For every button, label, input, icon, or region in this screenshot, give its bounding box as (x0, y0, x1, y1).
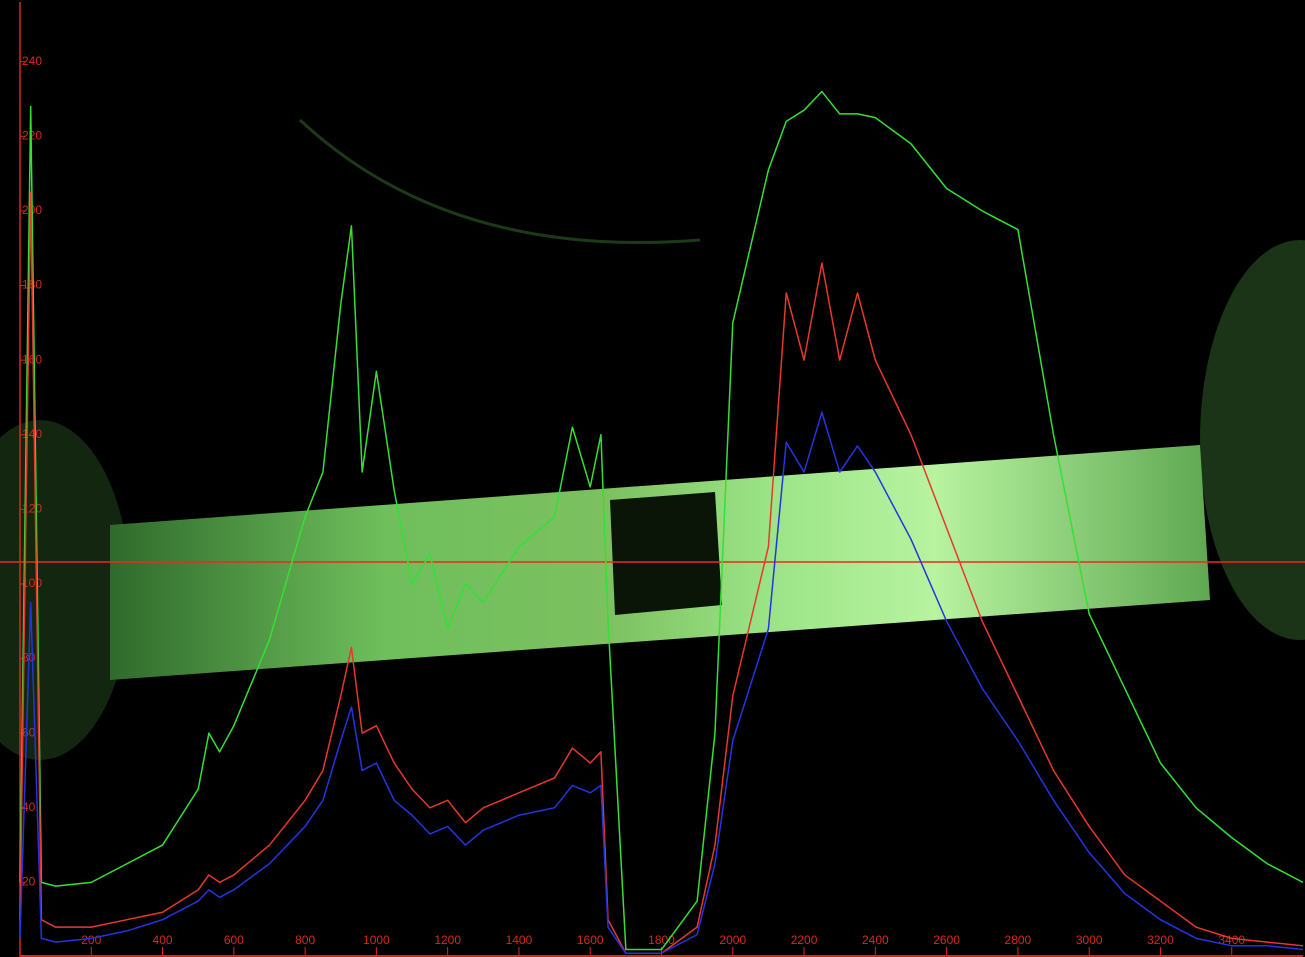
x-tick-label: 600 (224, 933, 244, 947)
x-tick-label: 1000 (363, 933, 390, 947)
x-tick-label: 3200 (1147, 933, 1174, 947)
y-tick-label: 20 (22, 875, 36, 889)
y-tick-label: 140 (22, 427, 42, 441)
series-line (19, 191, 1304, 955)
x-tick-label: 2600 (933, 933, 960, 947)
x-tick-label: 2400 (862, 933, 889, 947)
x-tick-label: 1800 (648, 933, 675, 947)
x-tick-label: 2800 (1005, 933, 1032, 947)
x-tick-label: 400 (153, 933, 173, 947)
x-tick-label: 1600 (577, 933, 604, 947)
x-tick-label: 1400 (506, 933, 533, 947)
y-tick-label: 240 (22, 54, 42, 68)
x-tick-label: 3000 (1076, 933, 1103, 947)
x-tick-label: 2200 (791, 933, 818, 947)
x-tick-label: 800 (295, 933, 315, 947)
y-tick-label: 120 (22, 502, 42, 516)
x-tick-label: 1200 (434, 933, 461, 947)
x-tick-label: 200 (81, 933, 101, 947)
y-tick-label: 40 (22, 800, 36, 814)
series-line (19, 90, 1304, 951)
y-tick-label: 220 (22, 128, 42, 142)
y-tick-label: 160 (22, 352, 42, 366)
series-line (19, 411, 1304, 955)
y-tick-label: 60 (22, 725, 36, 739)
x-tick-label: 2000 (719, 933, 746, 947)
